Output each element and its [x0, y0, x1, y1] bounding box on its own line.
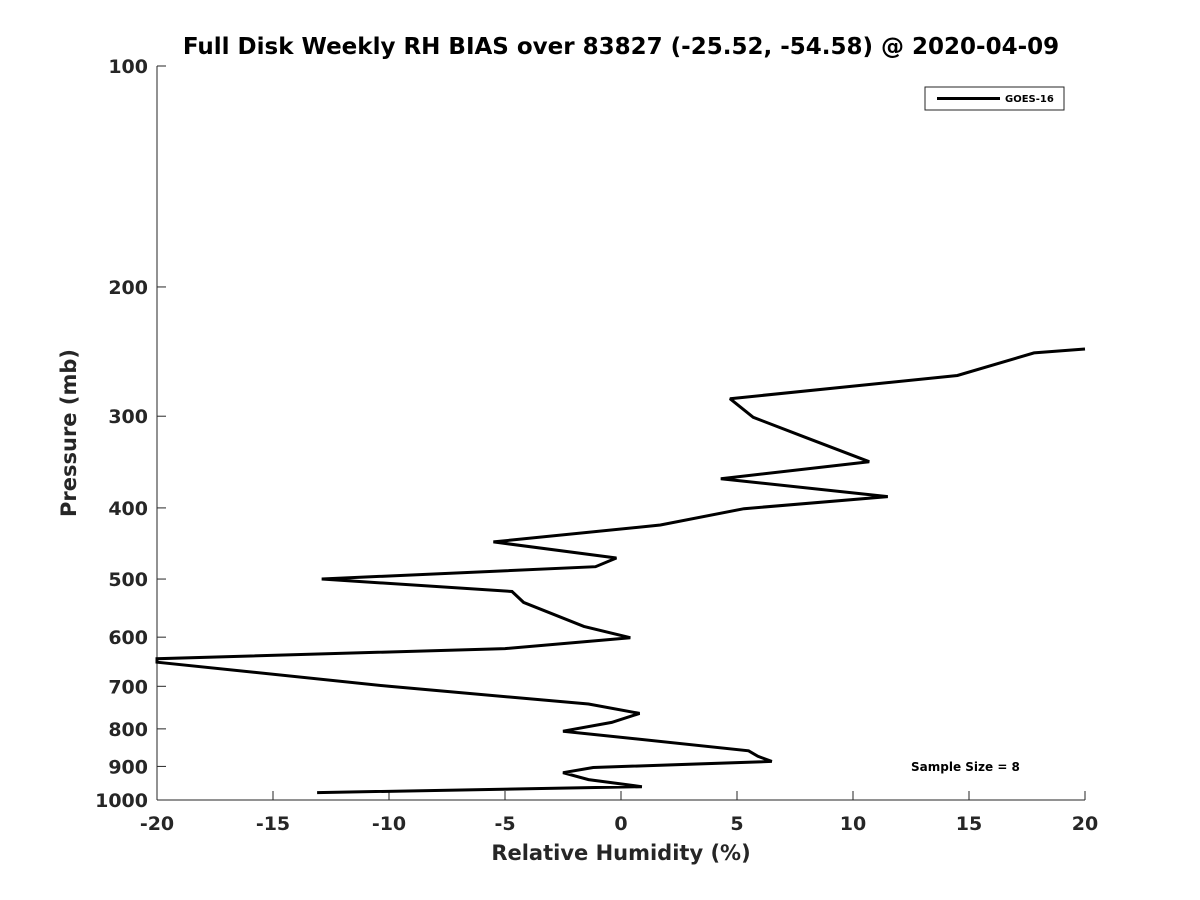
x-tick-label: 10: [840, 813, 866, 835]
x-tick-label: -15: [256, 813, 290, 835]
y-tick-label: 500: [108, 569, 148, 591]
y-ticks: 100 200 300 400 500 600 700 800 900 1000: [95, 56, 166, 812]
y-tick-label: 1000: [95, 790, 148, 812]
x-tick-label: -10: [372, 813, 406, 835]
x-ticks: -20 -15 -10 -5 0 5 10 15 20: [140, 791, 1098, 835]
x-tick-label: 20: [1072, 813, 1098, 835]
y-tick-label: 200: [108, 277, 148, 299]
y-axis-title: Pressure (mb): [57, 349, 81, 517]
sample-size-annotation: Sample Size = 8: [911, 760, 1020, 774]
y-tick-label: 600: [108, 627, 148, 649]
x-tick-label: 15: [956, 813, 982, 835]
series-line-goes-16: [155, 347, 1086, 795]
y-tick-label: 300: [108, 406, 148, 428]
y-tick-label: 800: [108, 719, 148, 741]
series-lines: [155, 347, 1086, 795]
y-tick-label: 700: [108, 676, 148, 698]
x-tick-label: -20: [140, 813, 174, 835]
y-tick-label: 100: [108, 56, 148, 78]
x-axis-title: Relative Humidity (%): [491, 841, 750, 865]
x-tick-label: -5: [494, 813, 515, 835]
chart-title: Full Disk Weekly RH BIAS over 83827 (-25…: [183, 34, 1059, 60]
y-tick-label: 400: [108, 498, 148, 520]
legend-label-goes-16: GOES-16: [1005, 94, 1054, 105]
x-tick-label: 5: [730, 813, 743, 835]
x-tick-label: 0: [614, 813, 627, 835]
legend: GOES-16: [924, 86, 1065, 111]
y-tick-label: 900: [108, 756, 148, 778]
